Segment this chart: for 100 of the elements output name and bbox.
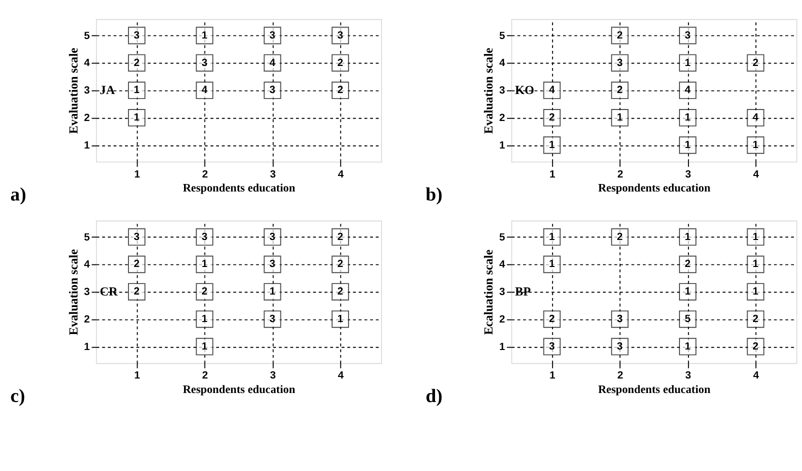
data-label: 3	[270, 314, 276, 326]
data-label: 1	[549, 259, 556, 270]
data-label: 1	[202, 314, 208, 326]
x-axis-title: Respondents education	[598, 182, 712, 195]
data-label: 1	[270, 286, 276, 298]
data-label: 3	[616, 58, 623, 69]
data-label: 2	[752, 341, 759, 352]
data-label: 5	[684, 314, 691, 326]
x-axis-title: Respondents education	[598, 384, 712, 396]
data-label: 2	[616, 232, 623, 243]
data-label: 3	[202, 58, 208, 69]
y-tick-label: 2	[84, 113, 90, 124]
data-label: 2	[337, 232, 344, 243]
x-tick-label: 3	[270, 370, 276, 382]
y-axis-title: Evaluation scale	[482, 47, 496, 134]
y-tick-label: 4	[84, 260, 90, 271]
y-tick-label: 3	[84, 86, 90, 97]
x-tick-label: 3	[685, 370, 692, 382]
data-label: 1	[202, 259, 208, 270]
data-label: 1	[684, 232, 691, 243]
data-label: 2	[616, 85, 623, 96]
text: a)	[10, 184, 26, 206]
text: b)	[426, 184, 442, 206]
data-label: 2	[616, 30, 623, 42]
x-tick-label: 1	[134, 370, 140, 382]
data-label: 1	[134, 85, 140, 96]
text: c)	[10, 386, 26, 407]
data-label: 2	[549, 112, 556, 124]
x-tick-label: 1	[134, 169, 140, 180]
x-tick-label: 4	[338, 169, 344, 180]
y-tick-label: 1	[499, 342, 506, 353]
data-label: 3	[616, 341, 623, 352]
data-label: 4	[270, 58, 276, 69]
data-label: 1	[202, 341, 208, 352]
data-label: 2	[134, 286, 140, 298]
data-label: 2	[134, 58, 140, 69]
y-tick-label: 1	[499, 140, 506, 152]
data-label: 3	[134, 30, 140, 42]
y-axis-title: Ecaluation scale	[482, 249, 496, 335]
data-label: 4	[202, 85, 208, 96]
x-tick-label: 2	[617, 169, 624, 180]
data-label: 2	[337, 259, 344, 270]
data-label: 3	[684, 30, 691, 42]
y-axis-title: Evaluation scale	[66, 47, 80, 134]
data-label: 3	[270, 85, 276, 96]
data-label: 1	[752, 232, 759, 243]
annotation: KO	[515, 83, 534, 98]
x-tick-label: 4	[338, 370, 344, 382]
data-label: 2	[337, 58, 344, 69]
annotation: BP	[515, 284, 532, 299]
y-tick-label: 1	[84, 140, 90, 152]
data-label: 2	[337, 286, 344, 298]
y-tick-label: 2	[84, 314, 90, 326]
x-tick-label: 1	[550, 370, 556, 382]
x-tick-label: 2	[617, 370, 624, 382]
y-tick-label: 5	[84, 30, 90, 42]
data-label: 3	[549, 341, 556, 352]
y-tick-label: 3	[499, 86, 506, 97]
data-label: 3	[134, 232, 140, 243]
data-label: 1	[549, 140, 556, 151]
data-label: 4	[549, 85, 556, 96]
x-tick-label: 3	[685, 169, 692, 180]
data-label: 2	[134, 259, 140, 270]
x-tick-label: 3	[270, 169, 276, 180]
data-label: 3	[337, 30, 344, 42]
y-tick-label: 5	[84, 232, 90, 244]
x-tick-label: 4	[753, 169, 760, 180]
y-tick-label: 2	[499, 314, 506, 326]
y-tick-label: 5	[499, 30, 506, 42]
data-label: 1	[202, 30, 208, 42]
data-label: 4	[752, 112, 759, 124]
y-tick-label: 1	[84, 342, 90, 353]
data-label: 2	[337, 85, 344, 96]
annotation: CR	[100, 284, 119, 299]
data-label: 3	[270, 259, 276, 270]
x-axis-title: Respondents education	[182, 182, 296, 195]
data-label: 1	[752, 140, 759, 151]
y-tick-label: 3	[499, 287, 506, 298]
data-label: 1	[684, 286, 691, 298]
data-label: 1	[684, 58, 691, 69]
x-tick-label: 2	[202, 370, 208, 382]
y-tick-label: 4	[499, 260, 506, 271]
y-tick-label: 4	[499, 58, 506, 70]
data-label: 1	[752, 286, 759, 298]
x-tick-label: 2	[202, 169, 208, 180]
data-label: 2	[752, 58, 759, 69]
data-label: 1	[684, 112, 691, 124]
data-label: 4	[684, 85, 691, 96]
data-label: 3	[270, 232, 276, 243]
text: d)	[426, 386, 442, 407]
data-label: 3	[270, 30, 276, 42]
data-label: 1	[684, 140, 691, 151]
data-label: 3	[202, 232, 208, 243]
data-label: 3	[616, 314, 623, 326]
data-label: 2	[752, 314, 759, 326]
x-tick-label: 1	[550, 169, 556, 180]
y-tick-label: 5	[499, 232, 506, 244]
data-label: 1	[752, 259, 759, 270]
data-label: 1	[337, 314, 344, 326]
y-tick-label: 4	[84, 58, 90, 70]
